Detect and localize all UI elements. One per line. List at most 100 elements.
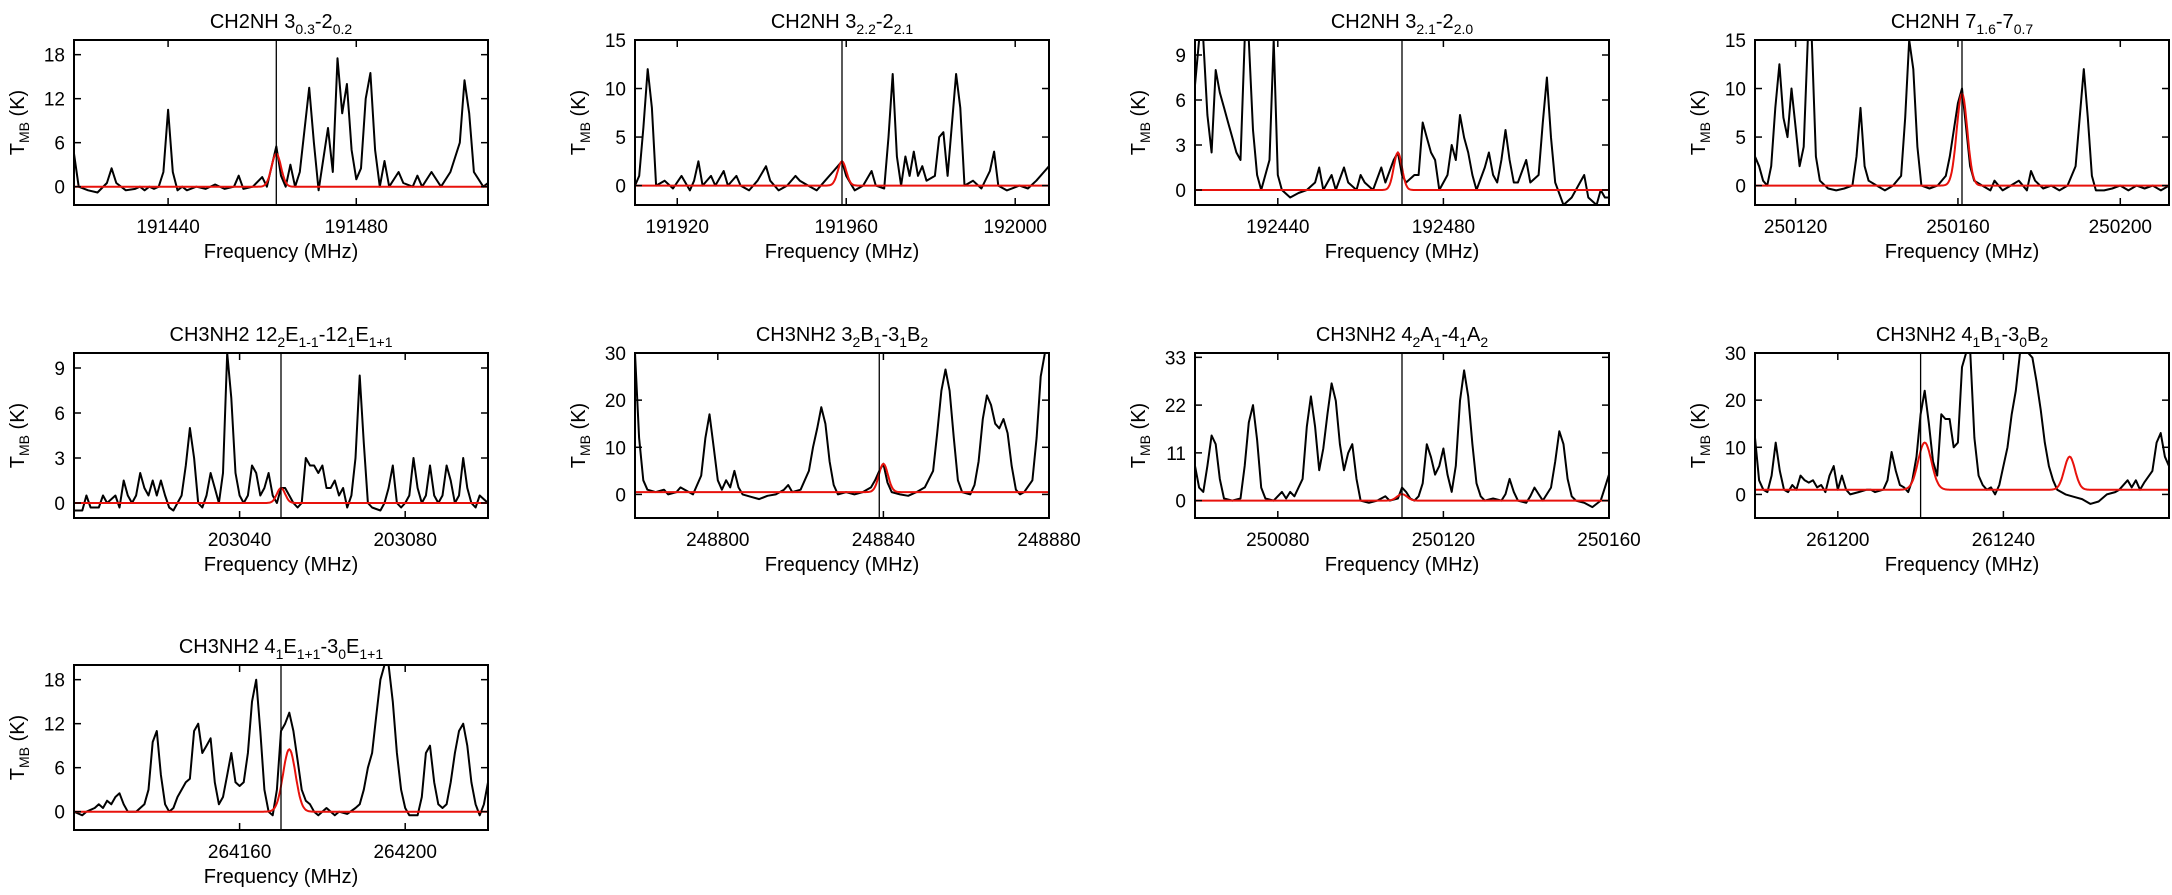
panel-title: CH2NH 71.6-70.7 [1891, 11, 2034, 37]
y-tick-label: 5 [1735, 128, 1746, 149]
y-tick-label: 10 [605, 80, 626, 101]
y-tick-label: 10 [1725, 438, 1746, 459]
x-axis-label: Frequency (MHz) [204, 866, 358, 888]
y-axis-label: TMB (K) [1688, 403, 1713, 468]
x-axis-label: Frequency (MHz) [765, 241, 919, 263]
y-tick-label: 15 [1725, 31, 1746, 52]
y-tick-label: 0 [54, 494, 65, 515]
y-tick-label: 15 [605, 31, 626, 52]
y-tick-label: 6 [54, 134, 65, 155]
x-tick-label: 264160 [208, 842, 271, 863]
x-axis-label: Frequency (MHz) [204, 241, 358, 263]
spectrum-panel-4: 250120 250160 250200 0 5 10 15 Frequency (MHz) T… [1688, 11, 2170, 263]
x-axis-label: Frequency (MHz) [1885, 241, 2039, 263]
panel-title: CH2NH 32.1-22.0 [1331, 11, 1474, 37]
y-tick-label: 0 [1735, 485, 1746, 506]
y-tick-label: 9 [1175, 46, 1186, 67]
plot-frame [1754, 39, 2170, 206]
y-axis-label: TMB (K) [568, 403, 593, 468]
x-tick-label: 248800 [686, 530, 749, 551]
y-axis-label: TMB (K) [568, 90, 593, 155]
y-tick-label: 18 [44, 46, 65, 67]
panel-title: CH3NH2 32B1-31B2 [756, 324, 929, 350]
y-tick-label: 11 [1166, 444, 1186, 465]
x-tick-label: 264200 [373, 842, 436, 863]
panel-title: CH3NH2 41E1+1-30E1+1 [179, 636, 383, 662]
panel-title: CH2NH 30.3-20.2 [210, 11, 353, 37]
x-tick-label: 248840 [852, 530, 915, 551]
y-axis-label: TMB (K) [1128, 403, 1153, 468]
spectrum-panel-5: 203040 203080 0 3 6 9 Frequency (MHz) TMB (K) CH… [7, 324, 489, 576]
y-tick-label: 6 [54, 759, 65, 780]
observed-spectrum-line [1195, 369, 1609, 509]
y-axis-label: TMB (K) [1128, 90, 1153, 155]
spectrum-panel-2: 191920 191960 192000 0 5 10 15 Frequency (MHz) T… [568, 11, 1050, 263]
y-tick-label: 3 [54, 449, 65, 470]
x-tick-label: 250120 [1764, 217, 1827, 238]
spectrum-panel-6: 248800 248840 248880 0 10 20 30 Frequency (MHz)… [568, 324, 1081, 576]
x-tick-label: 203080 [373, 530, 436, 551]
spectrum-panel-8: 261200 261240 0 10 20 30 Frequency (MHz) TMB (K… [1688, 324, 2170, 576]
y-tick-label: 0 [1735, 177, 1746, 198]
y-tick-label: 6 [54, 404, 65, 425]
y-tick-label: 6 [1175, 91, 1186, 112]
plot-frame [1194, 352, 1610, 519]
x-tick-label: 191440 [136, 217, 199, 238]
panel-title: CH3NH2 42A1-41A2 [1316, 324, 1489, 350]
observed-spectrum-line [635, 353, 1049, 501]
x-tick-label: 192440 [1246, 217, 1309, 238]
y-tick-label: 30 [1725, 344, 1746, 365]
spectrum-panel-9: 264160 264200 0 6 12 18 Frequency (MHz) TMB (K)… [7, 636, 489, 888]
model-spectrum-line [635, 462, 1049, 494]
x-tick-label: 250200 [2089, 217, 2152, 238]
model-spectrum-line [74, 152, 488, 188]
x-axis-label: Frequency (MHz) [1885, 554, 2039, 576]
y-tick-label: 10 [605, 438, 626, 459]
plot-frame [73, 352, 489, 519]
plot-frame [1194, 39, 1610, 206]
y-tick-label: 0 [615, 177, 626, 198]
y-tick-label: 0 [615, 485, 626, 506]
x-tick-label: 250160 [1926, 217, 1989, 238]
y-tick-label: 0 [54, 178, 65, 199]
x-tick-label: 250160 [1577, 530, 1640, 551]
y-tick-label: 33 [1165, 348, 1186, 369]
panel-title: CH3NH2 122E1-1-121E1+1 [170, 324, 393, 350]
observed-spectrum-line [74, 57, 488, 194]
x-tick-label: 203040 [208, 530, 271, 551]
x-axis-label: Frequency (MHz) [765, 554, 919, 576]
panel-title: CH2NH 32.2-22.1 [771, 11, 914, 37]
observed-spectrum-line [74, 353, 488, 512]
y-tick-label: 18 [44, 671, 65, 692]
y-tick-label: 30 [605, 344, 626, 365]
model-spectrum-line [1755, 441, 2169, 491]
x-tick-label: 250080 [1246, 530, 1309, 551]
y-tick-label: 20 [1725, 391, 1746, 412]
plot-frame [73, 664, 489, 831]
y-tick-label: 0 [1175, 181, 1186, 202]
x-tick-label: 248880 [1017, 530, 1080, 551]
plot-frame [73, 39, 489, 206]
x-axis-label: Frequency (MHz) [1325, 554, 1479, 576]
x-tick-label: 191920 [646, 217, 709, 238]
y-axis-label: TMB (K) [7, 715, 32, 780]
x-tick-label: 250120 [1412, 530, 1475, 551]
y-axis-label: TMB (K) [7, 90, 32, 155]
y-tick-label: 12 [44, 90, 65, 111]
plot-frame [1754, 352, 2170, 519]
y-tick-label: 0 [1175, 492, 1186, 513]
y-tick-label: 20 [605, 391, 626, 412]
spectrum-panel-1: 191440 191480 0 6 12 18 Frequency (MHz) TMB (K)… [7, 11, 489, 263]
x-axis-label: Frequency (MHz) [1325, 241, 1479, 263]
x-tick-label: 191480 [325, 217, 388, 238]
x-tick-label: 261200 [1806, 530, 1869, 551]
plot-frame [634, 352, 1050, 519]
x-axis-label: Frequency (MHz) [204, 554, 358, 576]
spectrum-panel-3: 192440 192480 0 3 6 9 Frequency (MHz) TMB (K) CH… [1128, 11, 1610, 263]
y-tick-label: 10 [1725, 80, 1746, 101]
y-axis-label: TMB (K) [7, 403, 32, 468]
observed-spectrum-line [1755, 353, 2169, 505]
x-tick-label: 192000 [984, 217, 1047, 238]
panel-title: CH3NH2 41B1-30B2 [1876, 324, 2049, 350]
